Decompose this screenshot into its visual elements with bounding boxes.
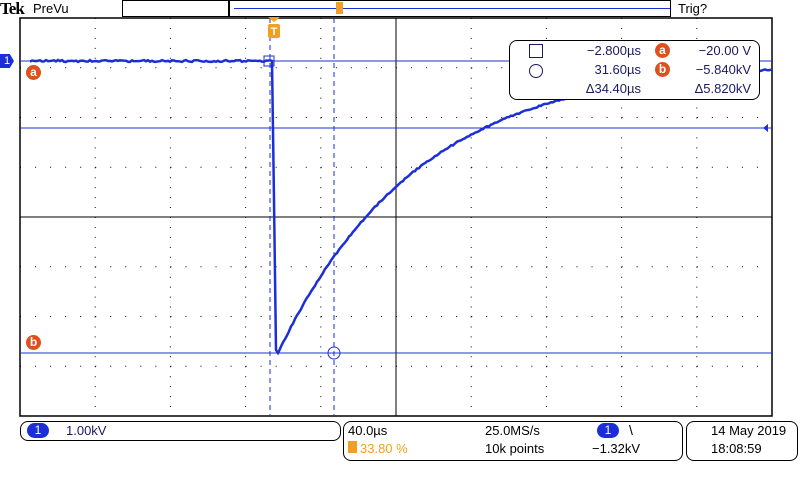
timebase-box[interactable]: 40.0µs 33.80 % 25.0MS/s 10k points 1 \ −…: [343, 421, 683, 461]
a-icon: a: [655, 43, 670, 58]
channel-1-badge: 1: [27, 423, 49, 438]
b-icon: b: [655, 62, 670, 77]
cursor1-time: −2.800µs: [587, 43, 641, 58]
square-cursor-icon: [529, 44, 543, 58]
b-value: −5.840kV: [696, 62, 751, 77]
delta-time: Δ34.40µs: [586, 81, 641, 96]
trigger-level: −1.32kV: [592, 441, 640, 456]
channel-1-trace: [30, 60, 771, 353]
svg-text:T: T: [271, 26, 278, 38]
trigger-level-arrow-icon: [763, 124, 768, 132]
date-time-box: 14 May 2019 18:08:59: [686, 421, 798, 461]
vertical-scale: 1.00kV: [66, 423, 106, 438]
date: 14 May 2019: [711, 423, 786, 438]
record-length: 10k points: [485, 441, 544, 456]
circle-cursor-icon: [529, 64, 543, 78]
a-value: −20.00 V: [699, 43, 751, 58]
sample-rate: 25.0MS/s: [485, 423, 540, 438]
channel-1-scale-box[interactable]: 1 1.00kV: [20, 421, 341, 441]
cursor-readout-panel: −2.800µs 31.60µs Δ34.40µs a b −20.00 V −…: [509, 40, 760, 100]
time: 18:08:59: [711, 441, 762, 456]
falling-edge-icon: \: [629, 422, 633, 438]
cursor2-time: 31.60µs: [594, 62, 641, 77]
cursor-a-marker[interactable]: a: [26, 65, 41, 80]
cursor-b-marker[interactable]: b: [26, 335, 41, 350]
trigger-position: 33.80 %: [360, 441, 408, 456]
trigger-source-badge: 1: [597, 423, 619, 438]
delta-voltage: Δ5.820kV: [695, 81, 751, 96]
trigger-position-icon: [348, 441, 357, 453]
horizontal-scale: 40.0µs: [348, 423, 387, 438]
